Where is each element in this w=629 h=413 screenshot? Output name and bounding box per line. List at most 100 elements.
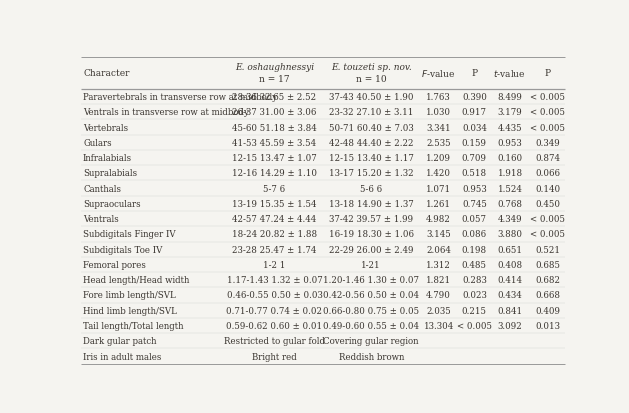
Text: Tail length/Total length: Tail length/Total length [83, 321, 184, 330]
Text: 0.034: 0.034 [462, 123, 487, 132]
Text: Supralabials: Supralabials [83, 169, 137, 178]
Text: 13.304: 13.304 [423, 321, 454, 330]
Text: Bright red: Bright red [252, 351, 297, 361]
Text: 1.261: 1.261 [426, 199, 451, 208]
Text: Infralabials: Infralabials [83, 154, 132, 163]
Text: 2.064: 2.064 [426, 245, 451, 254]
Text: 16-19 18.30 ± 1.06: 16-19 18.30 ± 1.06 [329, 230, 414, 239]
Text: Fore limb length/SVL: Fore limb length/SVL [83, 291, 175, 300]
Text: 0.682: 0.682 [535, 275, 560, 285]
Text: 0.651: 0.651 [498, 245, 523, 254]
Text: 1.17-1.43 1.32 ± 0.07: 1.17-1.43 1.32 ± 0.07 [226, 275, 323, 285]
Text: < 0.005: < 0.005 [530, 215, 565, 223]
Text: < 0.005: < 0.005 [530, 108, 565, 117]
Text: Head length/Head width: Head length/Head width [83, 275, 189, 285]
Text: 42-57 47.24 ± 4.44: 42-57 47.24 ± 4.44 [232, 215, 316, 223]
Text: 0.46-0.55 0.50 ± 0.03: 0.46-0.55 0.50 ± 0.03 [226, 291, 323, 300]
Text: Character: Character [83, 69, 130, 78]
Text: < 0.005: < 0.005 [457, 321, 492, 330]
Text: 0.668: 0.668 [535, 291, 560, 300]
Text: 12-15 13.47 ± 1.07: 12-15 13.47 ± 1.07 [232, 154, 317, 163]
Text: 0.434: 0.434 [498, 291, 523, 300]
Text: 0.917: 0.917 [462, 108, 487, 117]
Text: 0.42-0.56 0.50 ± 0.04: 0.42-0.56 0.50 ± 0.04 [323, 291, 419, 300]
Text: 1.918: 1.918 [498, 169, 523, 178]
Text: Subdigitals Finger IV: Subdigitals Finger IV [83, 230, 175, 239]
Text: 22-29 26.00 ± 2.49: 22-29 26.00 ± 2.49 [329, 245, 413, 254]
Text: Gulars: Gulars [83, 138, 111, 147]
Text: 0.140: 0.140 [535, 184, 560, 193]
Text: 1.20-1.46 1.30 ± 0.07: 1.20-1.46 1.30 ± 0.07 [323, 275, 419, 285]
Text: 0.874: 0.874 [535, 154, 560, 163]
Text: 4.790: 4.790 [426, 291, 451, 300]
Text: 45-60 51.18 ± 3.84: 45-60 51.18 ± 3.84 [232, 123, 317, 132]
Text: 1.420: 1.420 [426, 169, 451, 178]
Text: Paravertebrals in transverse row at midbody: Paravertebrals in transverse row at midb… [83, 93, 277, 102]
Text: Hind limb length/SVL: Hind limb length/SVL [83, 306, 177, 315]
Text: $\it{F}$-value: $\it{F}$-value [421, 68, 455, 79]
Text: E. oshaughnessyi: E. oshaughnessyi [235, 63, 314, 72]
Text: Dark gular patch: Dark gular patch [83, 337, 157, 345]
Text: 3.341: 3.341 [426, 123, 451, 132]
Text: 0.390: 0.390 [462, 93, 487, 102]
Text: 37-43 40.50 ± 1.90: 37-43 40.50 ± 1.90 [329, 93, 413, 102]
Text: 12-15 13.40 ± 1.17: 12-15 13.40 ± 1.17 [329, 154, 414, 163]
Text: 1-21: 1-21 [362, 260, 381, 269]
Text: 1.030: 1.030 [426, 108, 451, 117]
Text: 1.209: 1.209 [426, 154, 451, 163]
Text: 8.499: 8.499 [498, 93, 523, 102]
Text: P: P [471, 69, 477, 78]
Text: 1.524: 1.524 [498, 184, 523, 193]
Text: 0.709: 0.709 [462, 154, 487, 163]
Text: Vertebrals: Vertebrals [83, 123, 128, 132]
Text: 3.880: 3.880 [498, 230, 523, 239]
Text: 1.821: 1.821 [426, 275, 451, 285]
Text: 13-19 15.35 ± 1.54: 13-19 15.35 ± 1.54 [232, 199, 317, 208]
Text: < 0.005: < 0.005 [530, 230, 565, 239]
Text: 0.521: 0.521 [535, 245, 560, 254]
Text: 41-53 45.59 ± 3.54: 41-53 45.59 ± 3.54 [233, 138, 316, 147]
Text: Ventrals: Ventrals [83, 215, 119, 223]
Text: 0.450: 0.450 [535, 199, 560, 208]
Text: Iris in adult males: Iris in adult males [83, 351, 162, 361]
Text: 1.312: 1.312 [426, 260, 451, 269]
Text: 12-16 14.29 ± 1.10: 12-16 14.29 ± 1.10 [232, 169, 317, 178]
Text: 2.035: 2.035 [426, 306, 451, 315]
Text: 3.179: 3.179 [498, 108, 523, 117]
Text: 0.349: 0.349 [535, 138, 560, 147]
Text: E. touzeti sp. nov.: E. touzeti sp. nov. [331, 63, 411, 72]
Text: 3.092: 3.092 [498, 321, 523, 330]
Text: 4.435: 4.435 [498, 123, 523, 132]
Text: 23-32 27.10 ± 3.11: 23-32 27.10 ± 3.11 [329, 108, 413, 117]
Text: n = 10: n = 10 [356, 75, 386, 84]
Text: 1.071: 1.071 [426, 184, 451, 193]
Text: 0.215: 0.215 [462, 306, 487, 315]
Text: 0.71-0.77 0.74 ± 0.02: 0.71-0.77 0.74 ± 0.02 [226, 306, 323, 315]
Text: 0.086: 0.086 [462, 230, 487, 239]
Text: 5-6 6: 5-6 6 [360, 184, 382, 193]
Text: 5-7 6: 5-7 6 [264, 184, 286, 193]
Text: 0.953: 0.953 [498, 138, 523, 147]
Text: 1.763: 1.763 [426, 93, 451, 102]
Text: 0.198: 0.198 [462, 245, 487, 254]
Text: 18-24 20.82 ± 1.88: 18-24 20.82 ± 1.88 [232, 230, 317, 239]
Text: 4.349: 4.349 [498, 215, 523, 223]
Text: 1-2 1: 1-2 1 [264, 260, 286, 269]
Text: 4.982: 4.982 [426, 215, 451, 223]
Text: $\it{t}$-value: $\it{t}$-value [493, 68, 525, 79]
Text: 0.057: 0.057 [462, 215, 487, 223]
Text: 0.745: 0.745 [462, 199, 487, 208]
Text: Covering gular region: Covering gular region [323, 337, 419, 345]
Text: Reddish brown: Reddish brown [338, 351, 404, 361]
Text: Subdigitals Toe IV: Subdigitals Toe IV [83, 245, 162, 254]
Text: 0.283: 0.283 [462, 275, 487, 285]
Text: 0.066: 0.066 [535, 169, 560, 178]
Text: 0.768: 0.768 [498, 199, 523, 208]
Text: 0.685: 0.685 [535, 260, 560, 269]
Text: 3.145: 3.145 [426, 230, 451, 239]
Text: 0.409: 0.409 [535, 306, 560, 315]
Text: 23-28 25.47 ± 1.74: 23-28 25.47 ± 1.74 [232, 245, 316, 254]
Text: 28-36 32.65 ± 2.52: 28-36 32.65 ± 2.52 [233, 93, 316, 102]
Text: Restricted to gular fold: Restricted to gular fold [224, 337, 325, 345]
Text: 50-71 60.40 ± 7.03: 50-71 60.40 ± 7.03 [329, 123, 414, 132]
